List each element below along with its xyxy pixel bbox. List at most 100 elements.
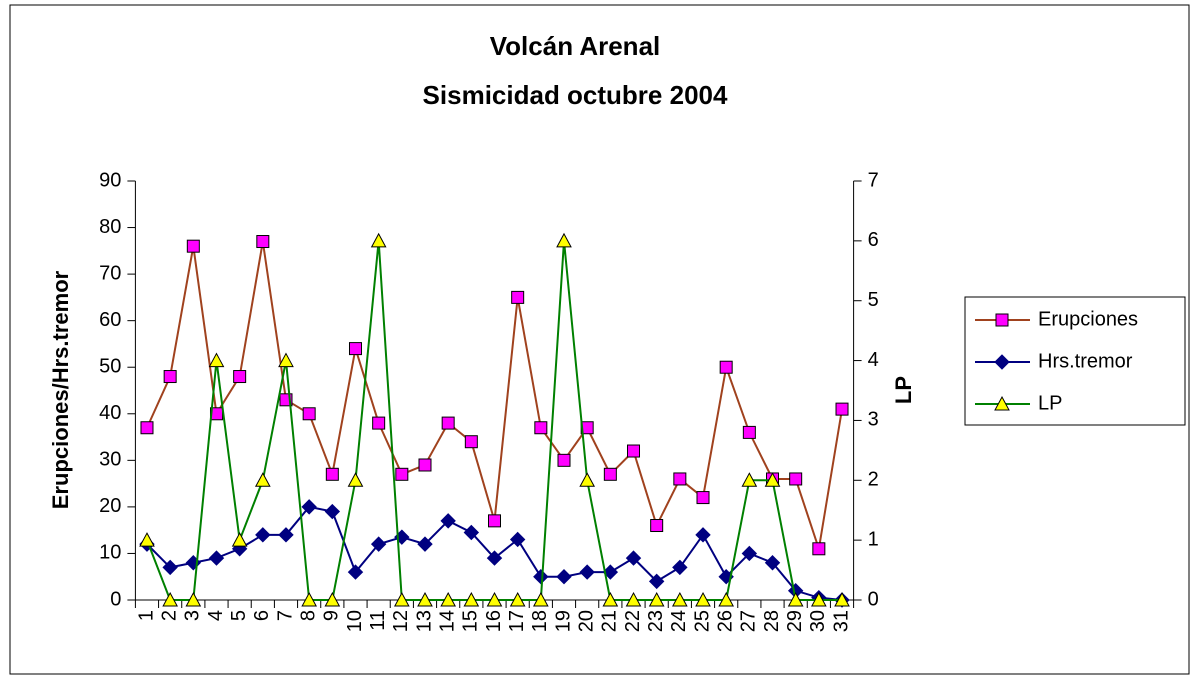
- data-point: [718, 591, 735, 607]
- y2-axis-label: LP: [891, 376, 916, 404]
- data-point: [673, 472, 687, 486]
- data-point: [695, 527, 711, 543]
- data-point: [185, 591, 202, 607]
- data-point: [393, 591, 410, 607]
- data-point: [301, 591, 317, 607]
- x-tick-label: 26: [714, 610, 736, 632]
- legend-marker: [994, 395, 1010, 411]
- data-point: [696, 491, 710, 505]
- y2-tick-label: 1: [868, 528, 879, 550]
- data-point: [139, 532, 155, 547]
- x-tick-label: 11: [367, 610, 389, 631]
- data-point: [672, 559, 688, 576]
- x-tick-label: 9: [321, 610, 343, 621]
- y-tick-label: 40: [99, 402, 121, 424]
- x-tick-label: 2: [158, 610, 180, 621]
- data-point: [579, 472, 596, 487]
- data-point: [812, 542, 826, 556]
- data-point: [789, 472, 803, 486]
- x-tick-label: 6: [251, 610, 273, 621]
- data-point: [254, 472, 271, 487]
- x-tick-label: 12: [390, 610, 412, 632]
- x-tick-label: 23: [645, 610, 667, 632]
- x-tick-label: 7: [274, 610, 296, 621]
- data-point: [511, 290, 525, 304]
- y2-tick-label: 6: [868, 229, 879, 251]
- y-axis-label: Erupciones/Hrs.tremor: [48, 270, 73, 509]
- data-point: [509, 531, 526, 548]
- data-point: [602, 591, 619, 607]
- y-tick-label: 70: [99, 262, 121, 284]
- x-tick-label: 5: [228, 610, 250, 621]
- data-point: [764, 472, 781, 487]
- x-tick-label: 16: [483, 610, 505, 632]
- data-point: [233, 370, 247, 384]
- data-point: [186, 239, 200, 253]
- x-tick-label: 14: [436, 610, 458, 632]
- data-point: [278, 527, 294, 543]
- y-tick-label: 50: [99, 356, 121, 378]
- x-tick-label: 17: [506, 610, 528, 632]
- data-point: [811, 591, 827, 607]
- data-point: [347, 564, 364, 580]
- data-point: [370, 232, 387, 248]
- data-point: [440, 513, 456, 529]
- data-point: [463, 591, 480, 607]
- data-point: [441, 416, 455, 430]
- y2-tick-label: 3: [868, 409, 879, 431]
- chart-title: Volcán Arenal: [490, 31, 661, 61]
- data-point: [464, 435, 478, 449]
- x-tick-label: 18: [529, 610, 551, 632]
- x-tick-label: 20: [575, 610, 597, 632]
- data-point: [324, 503, 341, 520]
- legend-marker: [994, 354, 1010, 370]
- data-point: [557, 453, 571, 467]
- data-point: [533, 569, 549, 585]
- data-point: [603, 467, 617, 481]
- data-point: [372, 416, 386, 430]
- data-point: [418, 458, 432, 472]
- x-tick-label: 31: [830, 610, 852, 632]
- y-tick-label: 80: [99, 216, 121, 238]
- y-tick-label: 0: [110, 588, 121, 610]
- data-point: [719, 360, 733, 374]
- x-tick-label: 13: [413, 610, 435, 632]
- data-point: [208, 352, 225, 368]
- data-point: [208, 550, 225, 566]
- data-point: [532, 591, 549, 607]
- data-point: [325, 467, 339, 481]
- data-point: [486, 550, 503, 566]
- data-point: [556, 569, 572, 585]
- data-point: [417, 536, 433, 552]
- data-point: [627, 444, 641, 458]
- x-tick-label: 27: [738, 610, 760, 632]
- data-point: [347, 472, 364, 487]
- data-point: [556, 232, 572, 248]
- data-point: [255, 527, 271, 543]
- data-point: [741, 545, 758, 562]
- legend-label: Hrs.tremor: [1038, 350, 1133, 372]
- x-tick-label: 29: [784, 610, 806, 632]
- data-point: [140, 421, 154, 435]
- data-point: [162, 559, 178, 576]
- data-point: [463, 524, 480, 541]
- x-tick-label: 8: [297, 610, 319, 621]
- x-tick-label: 15: [460, 610, 482, 632]
- x-tick-label: 25: [691, 610, 713, 632]
- x-tick-label: 19: [552, 610, 574, 632]
- data-point: [625, 591, 642, 607]
- data-point: [648, 573, 665, 590]
- y-tick-label: 20: [99, 495, 121, 517]
- data-point: [417, 591, 433, 607]
- x-tick-label: 21: [599, 610, 621, 632]
- data-point: [301, 499, 317, 515]
- data-point: [625, 550, 642, 566]
- y2-tick-label: 5: [868, 289, 879, 311]
- data-point: [602, 564, 619, 580]
- data-point: [486, 591, 503, 607]
- data-point: [162, 591, 178, 607]
- y2-tick-label: 7: [868, 169, 879, 191]
- x-tick-label: 22: [622, 610, 644, 632]
- x-tick-label: 4: [205, 610, 227, 621]
